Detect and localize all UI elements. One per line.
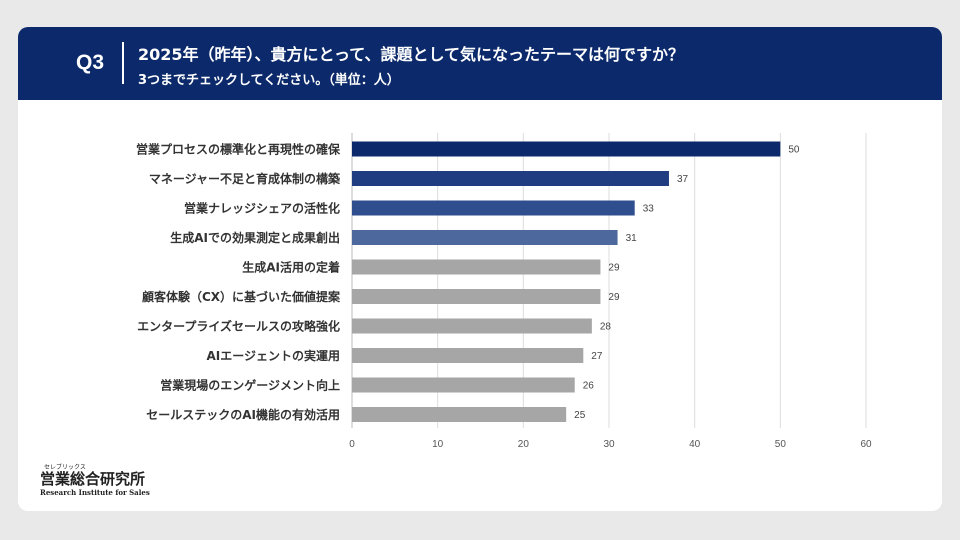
bar [352, 377, 575, 393]
category-label: AIエージェントの実運用 [206, 348, 340, 363]
card: Q3 2025年（昨年）、貴方にとって、課題として気になったテーマは何ですか？ … [18, 27, 942, 511]
data-label: 31 [626, 233, 638, 244]
logo-kana: セレブリックス [44, 464, 86, 471]
category-label: セールステックのAI機能の有効活用 [146, 407, 340, 422]
category-label: 営業ナレッジシェアの活性化 [184, 201, 340, 216]
category-label: 顧客体験（CX）に基づいた価値提案 [142, 289, 341, 304]
x-tick-label: 20 [518, 439, 530, 450]
bar [352, 200, 635, 216]
category-label: 営業現場のエンゲージメント向上 [160, 378, 340, 393]
x-tick-label: 30 [603, 439, 615, 450]
category-label: エンタープライズセールスの攻略強化 [137, 319, 340, 334]
logo-english: Research Institute for Sales [40, 488, 150, 497]
divider [122, 42, 124, 84]
category-label: 生成AI活用の定着 [242, 260, 340, 275]
category-label: マネージャー不足と育成体制の構築 [149, 171, 341, 186]
x-tick-label: 40 [689, 439, 701, 450]
bar [352, 407, 567, 422]
data-label: 37 [677, 174, 689, 185]
bar [352, 348, 584, 363]
question-title: 2025年（昨年）、貴方にとって、課題として気になったテーマは何ですか？ [138, 45, 684, 64]
category-label: 営業プロセスの標準化と再現性の確保 [136, 142, 341, 157]
data-label: 33 [643, 204, 655, 215]
bar [352, 230, 618, 245]
data-label: 27 [591, 351, 603, 362]
data-label: 28 [600, 322, 612, 333]
bar [352, 318, 592, 334]
bar [352, 259, 601, 275]
data-label: 26 [583, 381, 595, 392]
data-label: 25 [574, 410, 586, 421]
bar [352, 289, 601, 304]
question-subtitle: 3つまでチェックしてください。（単位：人） [138, 73, 400, 88]
x-tick-label: 50 [775, 439, 787, 450]
logo-name: 営業総合研究所 [40, 470, 146, 488]
header: Q3 2025年（昨年）、貴方にとって、課題として気になったテーマは何ですか？ … [18, 27, 942, 100]
x-tick-label: 60 [860, 439, 872, 450]
x-tick-label: 10 [432, 439, 444, 450]
bar [352, 171, 669, 186]
x-tick-label: 0 [349, 439, 355, 450]
data-label: 50 [788, 145, 800, 156]
category-label: 生成AIでの効果測定と成果創出 [170, 230, 340, 245]
question-number: Q3 [76, 51, 105, 74]
logo: セレブリックス 営業総合研究所 Research Institute for S… [40, 462, 150, 497]
data-label: 29 [608, 263, 620, 274]
data-label: 29 [608, 292, 620, 303]
bar [352, 141, 781, 157]
